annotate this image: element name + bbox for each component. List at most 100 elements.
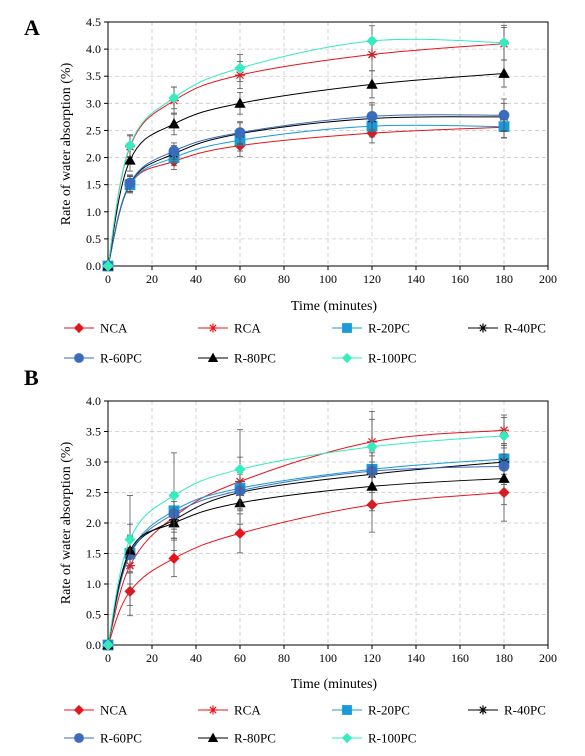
- panel-b-xtick-label: 60: [234, 651, 246, 665]
- panel-a-legend-label: RCA: [234, 321, 261, 336]
- panel-a-series-r-100pc-point: [234, 62, 246, 74]
- panel-b-series-rca-line: [107, 429, 505, 646]
- panel-b-series-r-100pc-point: [366, 441, 378, 453]
- panel-b-legend-label: R-60PC: [100, 731, 142, 746]
- panel-a-legend-item-r-40pc: R-40PC: [468, 321, 546, 336]
- panel-a-series-r-100pc-line: [107, 38, 505, 267]
- panel-b-xtick-label: 40: [190, 651, 202, 665]
- panel-a-series-r-60pc-point: [124, 177, 136, 189]
- panel-b-ytick-label: 2.5: [86, 486, 101, 500]
- panel-b-series-r-80pc-point: [366, 480, 378, 491]
- panel-a: A 0.0 0.5 1.0 1.5 2.0 2.5 3.0 3.5 4.0 4.5 0 20 40 60 8…: [24, 15, 557, 366]
- panel-a-series-r-80pc-point: [168, 118, 180, 129]
- panel-b-legend-label: RCA: [234, 703, 261, 718]
- panel-b-legend-marker: [73, 704, 85, 716]
- panel-a-series-r-60pc-point: [498, 109, 510, 121]
- panel-a-xtick-label: 80: [278, 272, 290, 286]
- panel-a-series-r-100pc-point: [102, 260, 114, 272]
- panel-b-legend-label: NCA: [100, 703, 128, 718]
- panel-b-xtick-label: 180: [495, 651, 513, 665]
- panel-b-legend-item-rca: RCA: [198, 703, 261, 718]
- panel-a-legend-marker: [208, 323, 218, 333]
- panel-a-legend-marker: [73, 322, 85, 334]
- panel-b-xtick-label: 140: [407, 651, 425, 665]
- panel-a-xtick-label: 140: [407, 272, 425, 286]
- panel-a-y-axis-title: Rate of water absorption (%): [59, 62, 74, 225]
- panel-a-legend-marker: [74, 353, 84, 363]
- panel-a-xtick-label: 60: [234, 272, 246, 286]
- panel-a-legend: NCA RCA R-20PC R-40PC R-60PC R-80PC R-100PC: [64, 321, 546, 366]
- panel-a-legend-item-nca: NCA: [64, 321, 128, 336]
- panel-b-legend-item-r-40pc: R-40PC: [468, 703, 546, 718]
- panel-b-ytick-label: 1.5: [86, 547, 101, 561]
- panel-a-xtick-label: 180: [495, 272, 513, 286]
- panel-b-ytick-label: 2.0: [86, 516, 101, 530]
- panel-a-series-r-100pc-point: [366, 35, 378, 47]
- panel-a-series-r-60pc-point: [366, 110, 378, 122]
- panel-b-series-r-100pc-line: [107, 435, 505, 646]
- panel-a-legend-item-rca: RCA: [198, 321, 261, 336]
- panel-a-legend-item-r-60pc: R-60PC: [64, 351, 142, 366]
- panel-a-legend-label: R-40PC: [504, 321, 546, 336]
- panel-a-ytick-label: 2.5: [86, 123, 101, 137]
- panel-b-series-r-100pc-point: [124, 533, 136, 546]
- panel-b-legend: NCA RCA R-20PC R-40PC R-60PC R-80PC R-100PC: [64, 703, 546, 746]
- panel-b-legend-marker: [342, 705, 352, 715]
- panel-a-legend-marker: [207, 352, 219, 363]
- panel-a-ytick-label: 2.0: [86, 151, 101, 165]
- panel-a-xtick-label: 40: [190, 272, 202, 286]
- panel-a-ytick-label: 0.0: [86, 259, 101, 273]
- panel-a-series-r-60pc-line: [107, 114, 505, 267]
- panel-b-series-nca-point: [234, 527, 246, 539]
- panel-b-series-r-100pc-point: [234, 463, 246, 475]
- panel-a-legend-marker: [478, 323, 488, 333]
- panel-b-ytick-label: 4.0: [86, 394, 101, 408]
- panel-a-ytick-label: 4.0: [86, 42, 101, 56]
- panel-b-ytick-label: 3.0: [86, 455, 101, 469]
- panel-a-x-axis-title: Time (minutes): [291, 299, 378, 314]
- panel-b-xtick-label: 120: [363, 651, 381, 665]
- panel-a-series-r-80pc-point: [234, 97, 246, 108]
- panel-a-series-r-80pc-point: [366, 78, 378, 89]
- panel-b-xtick-label: 100: [319, 651, 337, 665]
- panel-b-legend-item-r-60pc: R-60PC: [64, 731, 142, 746]
- panel-a-xtick-label: 120: [363, 272, 381, 286]
- panel-b-legend-marker: [478, 705, 488, 715]
- panel-b-xtick-label: 80: [278, 651, 290, 665]
- panel-a-series-r-100pc: [102, 24, 510, 272]
- panel-b-legend-marker: [208, 705, 218, 715]
- panel-a-legend-item-r-80pc: R-80PC: [198, 351, 276, 366]
- panel-b-legend-item-r-100pc: R-100PC: [332, 731, 416, 746]
- panel-a-series-r-100pc-point: [498, 37, 510, 49]
- panel-a-series-r-80pc-point: [124, 154, 136, 165]
- panel-a-xtick-label: 100: [319, 272, 337, 286]
- panel-b-series-r-80pc-point: [498, 472, 510, 483]
- panel-b-series-r-100pc: [102, 417, 510, 651]
- panel-a-series-r-80pc: [102, 59, 510, 271]
- panel-b-series-r-100pc-point: [498, 430, 510, 442]
- panel-b-legend-label: R-20PC: [368, 703, 410, 718]
- panel-b-legend-item-r-80pc: R-80PC: [198, 731, 276, 746]
- panel-b-legend-label: R-100PC: [368, 731, 416, 746]
- panel-a-legend-marker: [342, 323, 352, 333]
- panel-a-ytick-label: 4.5: [86, 15, 101, 29]
- panel-a-legend-label: R-100PC: [368, 351, 416, 366]
- panel-a-series-r-60pc-point: [168, 145, 180, 157]
- panel-a-legend-marker: [341, 352, 353, 364]
- panel-a-ytick-label: 3.5: [86, 69, 101, 83]
- panel-b-series-r-100pc-point: [102, 639, 114, 651]
- panel-b-y-axis-title: Rate of water absorption (%): [59, 441, 74, 604]
- panel-b-xtick-label: 200: [539, 651, 557, 665]
- panel-a-series-r-80pc-point: [498, 67, 510, 78]
- panel-b-series-r-100pc-point: [168, 489, 180, 502]
- panel-a-series-r-60pc-point: [234, 127, 246, 139]
- panel-b-legend-item-nca: NCA: [64, 703, 128, 718]
- panel-a-xtick-label: 0: [105, 272, 111, 286]
- panel-b-legend-item-r-20pc: R-20PC: [332, 703, 410, 718]
- panel-b-series-nca-point: [168, 552, 180, 564]
- panel-b-ytick-label: 1.0: [86, 577, 101, 591]
- panel-b-legend-marker: [207, 732, 219, 742]
- panel-b-legend-label: R-80PC: [234, 731, 276, 746]
- panel-a-ytick-label: 0.5: [86, 232, 101, 246]
- panel-b-xtick-label: 160: [451, 651, 469, 665]
